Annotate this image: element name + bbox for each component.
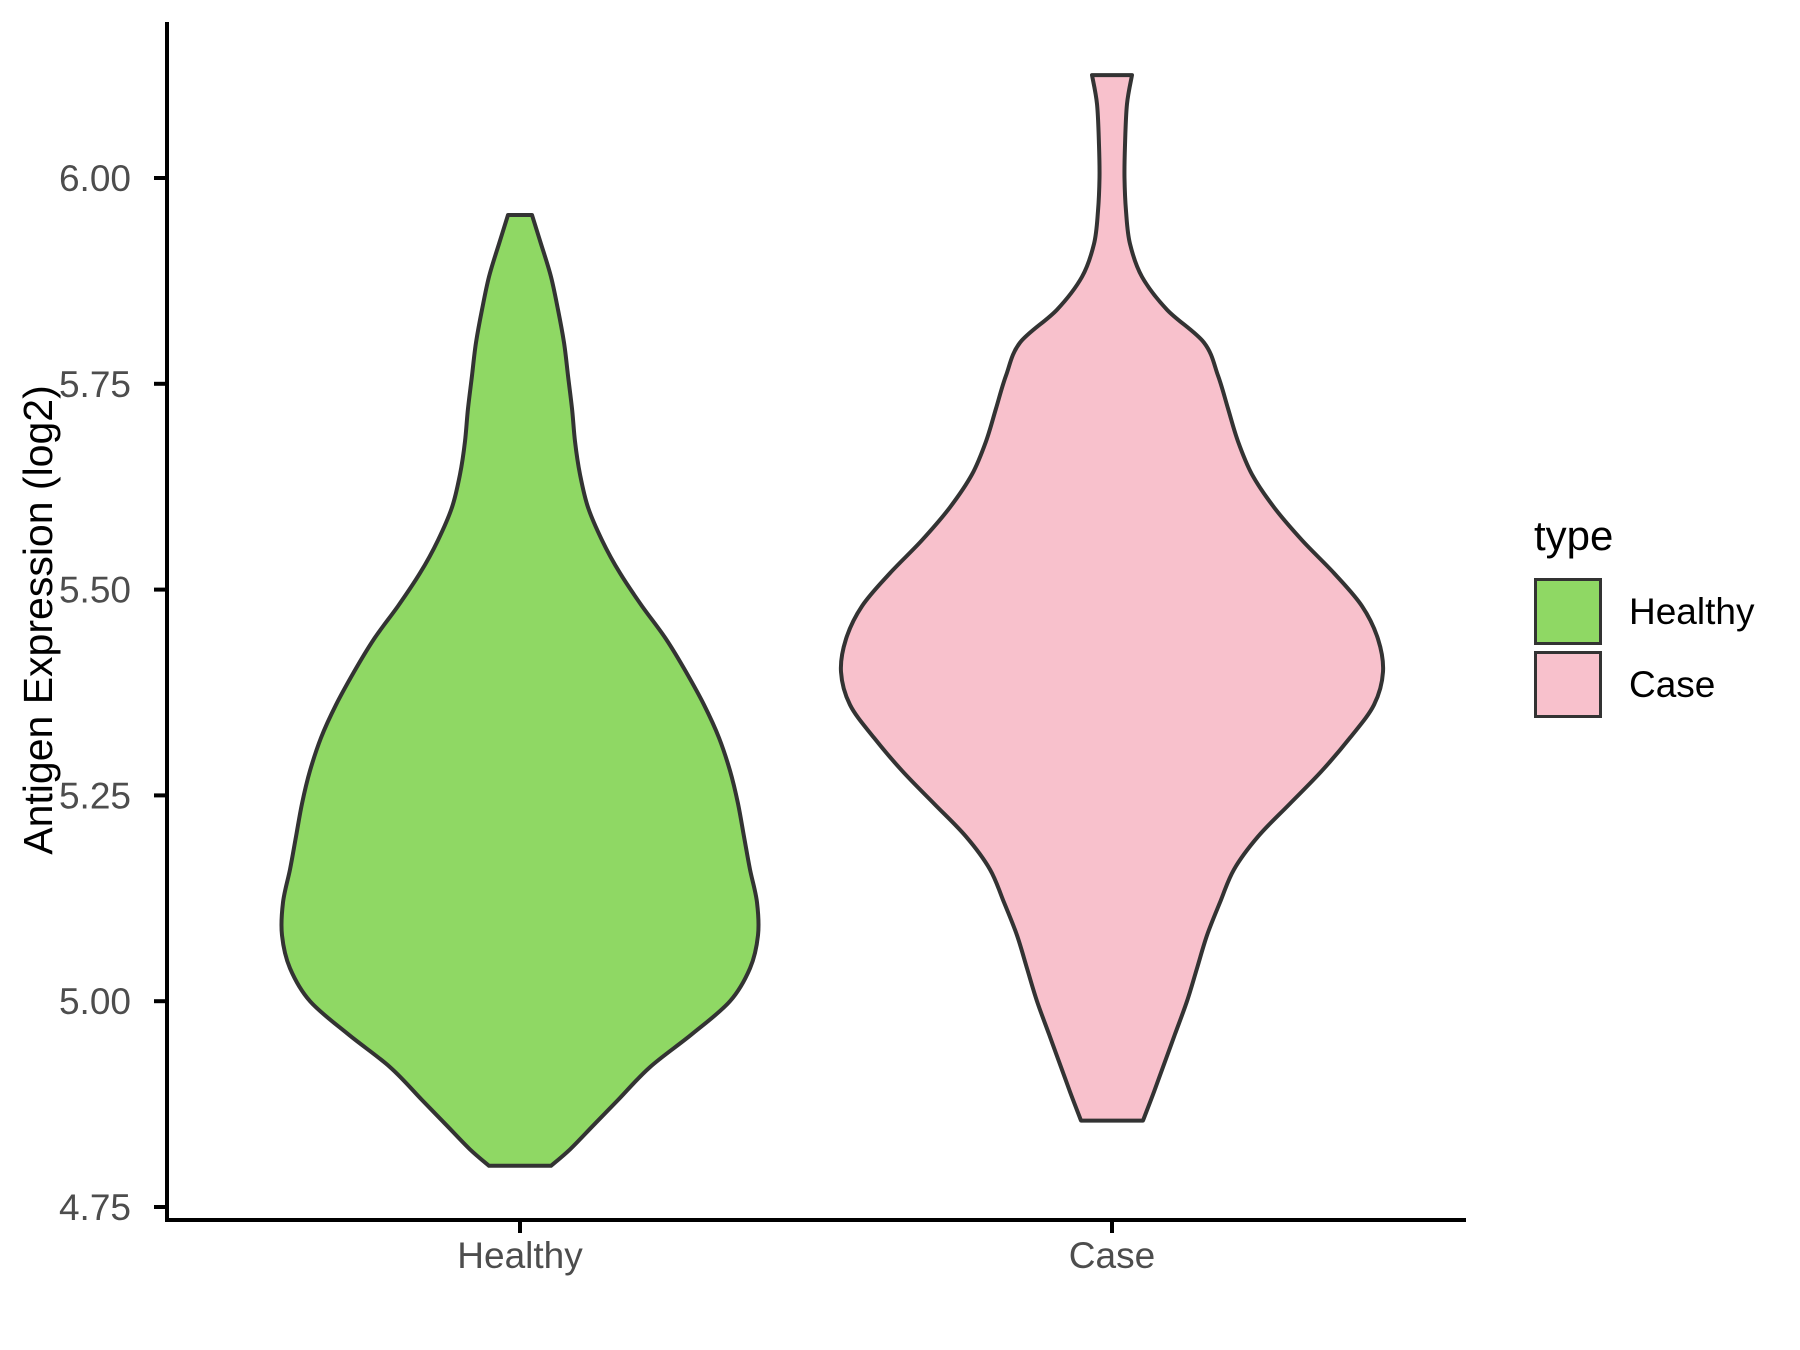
y-tick-label: 5.75 <box>59 364 131 405</box>
y-tick-label: 5.25 <box>59 775 131 816</box>
legend-item-healthy: Healthy <box>1534 578 1754 645</box>
y-axis: 6.00 5.75 5.50 5.25 5.00 4.75 Antigen Express… <box>15 22 169 1228</box>
legend-label-healthy: Healthy <box>1629 590 1755 632</box>
violin-healthy <box>279 213 761 1168</box>
y-tick-label: 4.75 <box>59 1187 131 1228</box>
legend-swatch-case <box>1534 651 1602 718</box>
violins-group <box>279 73 1386 1168</box>
x-axis: Healthy Case <box>165 1218 1466 1276</box>
legend-item-case: Case <box>1534 651 1754 718</box>
x-tick-label: Healthy <box>457 1235 583 1276</box>
y-tick-label: 5.00 <box>59 981 131 1022</box>
y-axis-ticks: 6.00 5.75 5.50 5.25 5.00 4.75 <box>59 158 167 1228</box>
violin-case <box>838 73 1386 1123</box>
legend-title: type <box>1534 512 1614 559</box>
x-axis-ticks: Healthy Case <box>457 1220 1155 1276</box>
legend-items: Healthy Case <box>1534 578 1754 718</box>
y-tick-label: 5.50 <box>59 570 131 611</box>
legend-label-case: Case <box>1629 663 1716 705</box>
y-tick-label: 6.00 <box>59 158 131 199</box>
legend-swatch-healthy <box>1534 578 1602 645</box>
x-tick-label: Case <box>1069 1235 1155 1276</box>
y-axis-title: Antigen Expression (log2) <box>15 385 61 854</box>
legend: type Healthy Case <box>1534 512 1754 718</box>
